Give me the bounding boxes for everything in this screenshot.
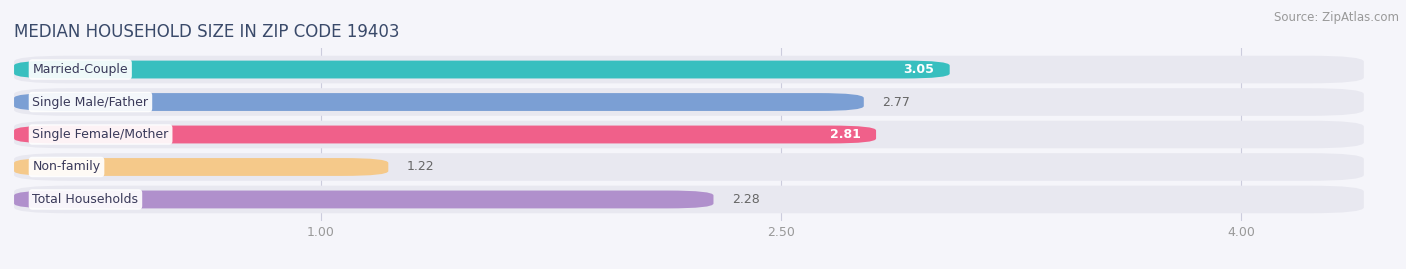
Text: 1.22: 1.22	[406, 161, 434, 174]
FancyBboxPatch shape	[14, 61, 949, 79]
FancyBboxPatch shape	[14, 88, 1364, 116]
Text: MEDIAN HOUSEHOLD SIZE IN ZIP CODE 19403: MEDIAN HOUSEHOLD SIZE IN ZIP CODE 19403	[14, 23, 399, 41]
Text: 2.81: 2.81	[830, 128, 860, 141]
FancyBboxPatch shape	[14, 56, 1364, 83]
Text: 2.28: 2.28	[733, 193, 759, 206]
FancyBboxPatch shape	[14, 93, 863, 111]
Text: Single Male/Father: Single Male/Father	[32, 95, 149, 108]
FancyBboxPatch shape	[14, 126, 876, 143]
Text: 2.77: 2.77	[882, 95, 910, 108]
FancyBboxPatch shape	[14, 190, 713, 208]
Text: Source: ZipAtlas.com: Source: ZipAtlas.com	[1274, 11, 1399, 24]
Text: Single Female/Mother: Single Female/Mother	[32, 128, 169, 141]
Text: Total Households: Total Households	[32, 193, 138, 206]
FancyBboxPatch shape	[14, 153, 1364, 181]
FancyBboxPatch shape	[14, 158, 388, 176]
FancyBboxPatch shape	[14, 121, 1364, 148]
Text: Married-Couple: Married-Couple	[32, 63, 128, 76]
Text: 3.05: 3.05	[904, 63, 935, 76]
Text: Non-family: Non-family	[32, 161, 101, 174]
FancyBboxPatch shape	[14, 186, 1364, 213]
